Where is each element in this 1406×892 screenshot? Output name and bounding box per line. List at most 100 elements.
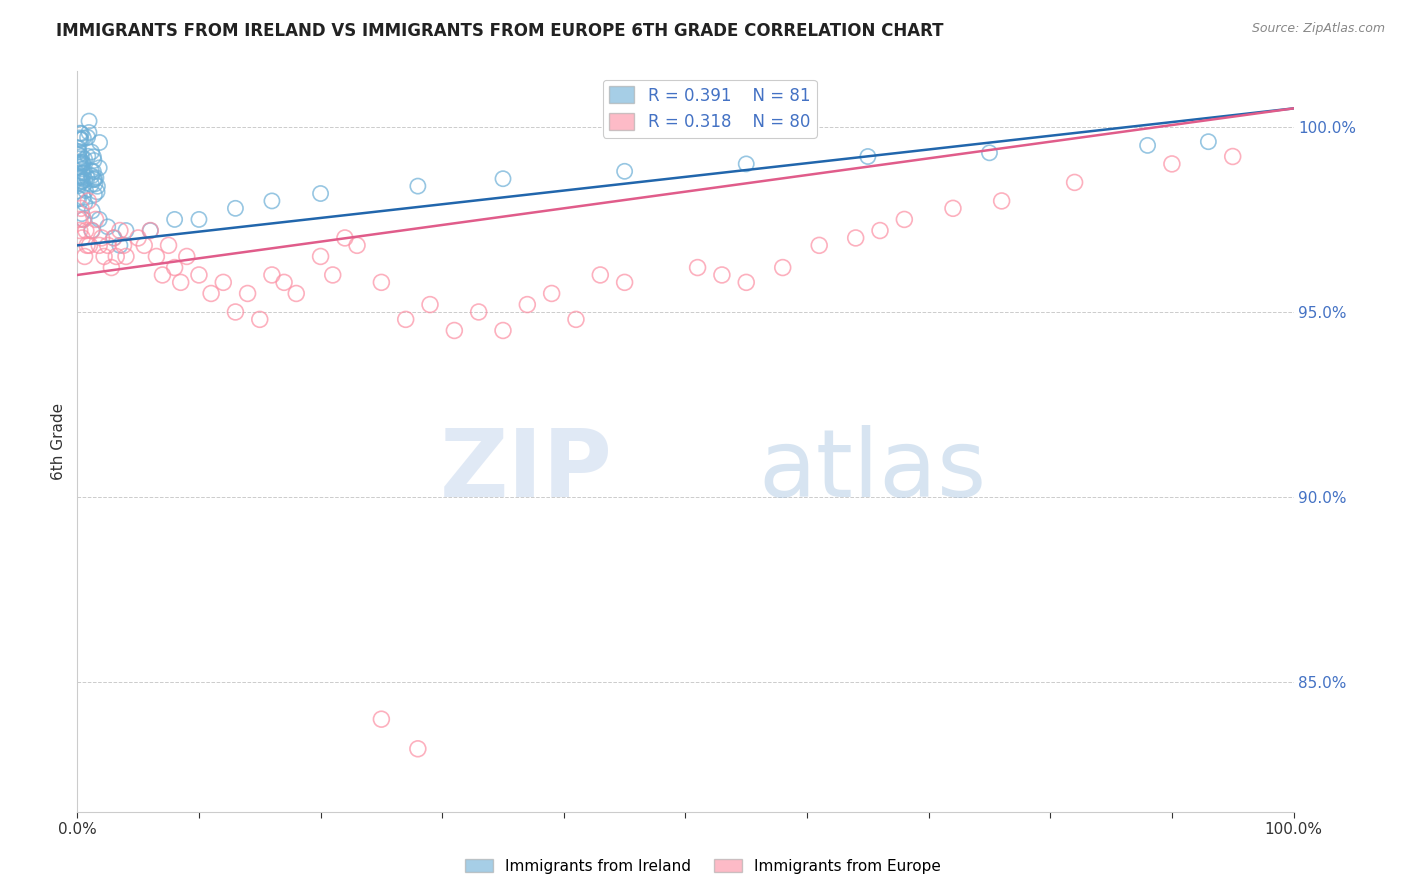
Point (163, 212, 186, 227)
Text: atlas: atlas (758, 425, 987, 517)
Point (70, 171, 93, 186)
Point (942, 202, 965, 216)
Point (73, 152, 96, 166)
Point (1161, 157, 1184, 171)
Point (236, 286, 259, 301)
Point (492, 171, 515, 186)
Point (89, 161, 111, 175)
Point (127, 231, 149, 245)
Point (145, 249, 167, 263)
Point (66, 184, 89, 198)
Point (75, 223, 97, 237)
Y-axis label: 6th Grade: 6th Grade (51, 403, 66, 480)
Point (212, 276, 235, 290)
Point (176, 249, 198, 263)
Text: ZIP: ZIP (440, 425, 613, 517)
Point (70, 155, 93, 169)
Point (69, 223, 91, 237)
Point (80, 163, 103, 178)
Point (893, 212, 915, 227)
Point (72, 157, 94, 171)
Point (89, 238, 111, 252)
Point (710, 268, 733, 282)
Point (76, 171, 98, 186)
Point (309, 249, 332, 263)
Point (72, 131, 94, 145)
Point (72, 174, 94, 188)
Point (77, 194, 100, 208)
Point (76, 149, 98, 163)
Point (188, 268, 211, 282)
Point (370, 276, 392, 290)
Point (67, 156, 90, 170)
Point (170, 276, 193, 290)
Point (686, 260, 709, 275)
Point (97, 219, 120, 234)
Point (309, 186, 332, 201)
Point (84, 170, 107, 185)
Point (406, 741, 429, 756)
Point (224, 202, 246, 216)
Point (260, 194, 283, 208)
Point (540, 286, 562, 301)
Point (108, 223, 131, 237)
Point (75, 184, 97, 198)
Point (77, 126, 100, 140)
Point (76, 238, 98, 252)
Point (90, 231, 112, 245)
Point (80, 169, 103, 183)
Point (67, 145, 90, 159)
Point (856, 149, 879, 163)
Point (69, 152, 91, 166)
Point (735, 157, 758, 171)
Point (73, 173, 96, 187)
Point (869, 223, 891, 237)
Point (79, 238, 101, 252)
Point (1136, 138, 1159, 153)
Text: IMMIGRANTS FROM IRELAND VS IMMIGRANTS FROM EUROPE 6TH GRADE CORRELATION CHART: IMMIGRANTS FROM IRELAND VS IMMIGRANTS FR… (56, 22, 943, 40)
Point (103, 231, 125, 245)
Point (76, 130, 98, 145)
Point (395, 312, 418, 326)
Point (419, 297, 441, 311)
Point (69, 169, 91, 183)
Point (224, 305, 246, 319)
Point (112, 238, 135, 252)
Point (69, 126, 91, 140)
Point (72, 155, 94, 169)
Text: Source: ZipAtlas.com: Source: ZipAtlas.com (1251, 22, 1385, 36)
Point (139, 223, 162, 237)
Point (72, 212, 94, 227)
Point (70, 149, 93, 163)
Point (200, 286, 222, 301)
Legend: Immigrants from Ireland, Immigrants from Europe: Immigrants from Ireland, Immigrants from… (460, 853, 946, 880)
Point (66, 191, 89, 205)
Point (735, 276, 758, 290)
Point (105, 249, 128, 263)
Point (89, 136, 111, 150)
Point (83, 153, 105, 168)
Point (1222, 149, 1244, 163)
Point (139, 223, 162, 237)
Point (979, 145, 1001, 160)
Point (70, 174, 93, 188)
Point (152, 268, 174, 282)
Point (67, 178, 90, 193)
Point (97, 238, 120, 252)
Point (808, 238, 831, 252)
Point (613, 164, 636, 178)
Point (69, 132, 91, 146)
Point (67, 170, 90, 185)
Point (285, 286, 308, 301)
Point (69, 175, 91, 189)
Point (322, 268, 344, 282)
Point (516, 297, 538, 311)
Point (83, 172, 105, 186)
Point (80, 223, 103, 237)
Point (93, 249, 115, 263)
Point (406, 179, 429, 194)
Point (1063, 175, 1085, 189)
Point (73, 165, 96, 179)
Point (492, 323, 515, 337)
Point (67, 212, 90, 227)
